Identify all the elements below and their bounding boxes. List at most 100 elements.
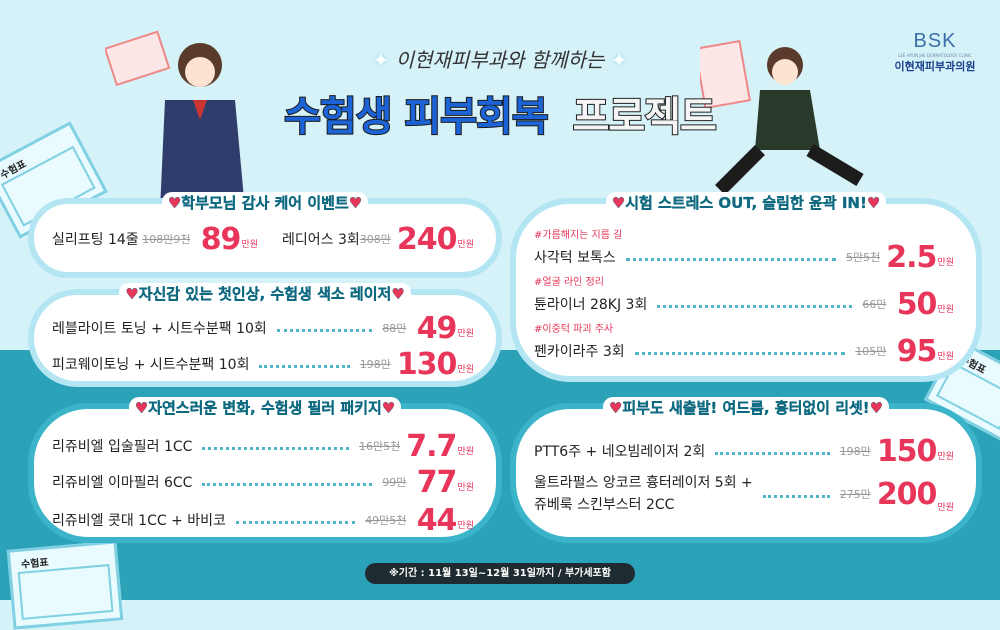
card-title-label: 피부도 새출발! 여드름, 흉터없이 리셋! bbox=[622, 399, 870, 417]
sale-price: 7.7 bbox=[406, 428, 457, 464]
card-acne-scar-reset: ♥피부도 새출발! 여드름, 흉터없이 리셋!♥ PTT6주 + 네오빔레이저 2… bbox=[510, 397, 982, 543]
item-name: 리쥬비엘 입술필러 1CC bbox=[52, 439, 193, 455]
original-price: 198만 bbox=[839, 445, 871, 458]
original-price: 49만5천 bbox=[365, 514, 407, 527]
price-unit: 만원 bbox=[457, 240, 475, 250]
item-name: 펜카이라주 3회 bbox=[534, 344, 625, 360]
heart-icon: ♥ bbox=[125, 285, 139, 303]
item-name: 레디어스 3회 bbox=[282, 232, 360, 248]
price-unit: 만원 bbox=[457, 483, 474, 493]
item-name: 피코웨이토닝 + 시트수분팩 10회 bbox=[52, 357, 250, 373]
price-row: 리쥬비엘 입술필러 1CC 16만5천 7.7 만원 bbox=[52, 428, 474, 464]
hashtag-label: #이중턱 파괴 주사 bbox=[534, 324, 614, 335]
price-row: 울트라펄스 앙코르 흉터레이저 5회 + 쥬베룩 스킨부스터 2CC 275만 200… bbox=[534, 469, 954, 519]
dotted-leader bbox=[634, 351, 846, 355]
card-title: ♥학부모님 감사 케어 이벤트♥ bbox=[34, 192, 496, 213]
item-name: 실리프팅 14줄 bbox=[52, 232, 139, 248]
item-name: 레블라이트 토닝 + 시트수분팩 10회 bbox=[52, 321, 267, 337]
item-name: 사각턱 보톡스 bbox=[534, 250, 616, 266]
original-price: 198만 bbox=[359, 358, 391, 371]
card-title: ♥자신감 있는 첫인상, 수험생 색소 레이저♥ bbox=[34, 283, 496, 304]
price-unit: 만원 bbox=[241, 240, 258, 250]
price-row: 실리프팅 14줄 108만9천 89 만원 bbox=[52, 222, 258, 257]
dotted-leader bbox=[276, 328, 373, 332]
heart-icon: ♥ bbox=[348, 194, 363, 212]
card-title-text: ♥자신감 있는 첫인상, 수험생 색소 레이저♥ bbox=[119, 283, 411, 304]
heart-icon: ♥ bbox=[611, 194, 626, 212]
price-unit: 만원 bbox=[457, 329, 474, 339]
page-title: 수험생 피부회복 프로젝트 bbox=[283, 93, 718, 141]
price-row: 리쥬비엘 콧대 1CC + 바비코 49만5천 44 만원 bbox=[52, 502, 474, 538]
header-subtitle: ✦ 이현재피부과와 함께하는 ✦ bbox=[372, 48, 628, 72]
sale-price: 49 bbox=[416, 310, 458, 346]
dotted-leader bbox=[235, 520, 356, 524]
card-title-text: ♥시험 스트레스 OUT, 슬림한 윤곽 IN!♥ bbox=[605, 192, 887, 213]
dotted-leader bbox=[202, 482, 373, 486]
card-title: ♥피부도 새출발! 여드름, 흉터없이 리셋!♥ bbox=[516, 397, 976, 418]
sale-price: 130 bbox=[396, 346, 458, 382]
heart-icon: ♥ bbox=[869, 399, 884, 417]
card-title-label: 시험 스트레스 OUT, 슬림한 윤곽 IN! bbox=[625, 194, 867, 212]
original-price: 275만 bbox=[839, 488, 871, 501]
price-row: 레디어스 3회 308만 240 만원 bbox=[282, 221, 475, 257]
price-unit: 만원 bbox=[937, 258, 954, 268]
price-unit: 만원 bbox=[457, 447, 474, 457]
card-title-label: 자신감 있는 첫인상, 수험생 색소 레이저 bbox=[138, 285, 392, 303]
price-unit: 만원 bbox=[937, 452, 954, 462]
price-row: 튠라이너 28KJ 3회 66만 50 만원 bbox=[534, 286, 954, 322]
item-name: PTT6주 + 네오빔레이저 2회 bbox=[534, 444, 706, 460]
original-price: 108만9천 bbox=[142, 233, 191, 246]
event-period-note: ※기간 : 11월 13일~12월 31일까지 / 부가세포함 bbox=[365, 563, 635, 584]
price-row: 레블라이트 토닝 + 시트수분팩 10회 88만 49 만원 bbox=[52, 310, 474, 346]
price-row: 리쥬비엘 이마필러 6CC 99만 77 만원 bbox=[52, 464, 474, 500]
price-row: 피코웨이토닝 + 시트수분팩 10회 198만 130 만원 bbox=[52, 346, 474, 382]
heart-icon: ♥ bbox=[381, 399, 396, 417]
price-unit: 만원 bbox=[457, 365, 474, 375]
price-row: PTT6주 + 네오빔레이저 2회 198만 150 만원 bbox=[534, 433, 954, 469]
item-name: 리쥬비엘 이마필러 6CC bbox=[52, 475, 193, 491]
price-unit: 만원 bbox=[457, 521, 474, 531]
heart-icon: ♥ bbox=[167, 194, 182, 212]
sale-price: 200 bbox=[876, 476, 938, 512]
original-price: 16만5천 bbox=[359, 440, 401, 453]
hashtag-label: #얼굴 라인 정리 bbox=[534, 277, 604, 288]
price-row: 사각턱 보톡스 5만5천 2.5 만원 bbox=[534, 240, 954, 275]
hashtag-label: #가름해지는 지름 길 bbox=[534, 230, 623, 241]
card-filler-package: ♥자연스러운 변화, 수험생 필러 패키지♥ 리쥬비엘 입술필러 1CC 16만5천… bbox=[28, 397, 502, 543]
original-price: 308만 bbox=[359, 233, 391, 246]
sale-price: 44 bbox=[416, 502, 458, 538]
heart-icon: ♥ bbox=[391, 285, 405, 303]
price-unit: 만원 bbox=[937, 503, 954, 513]
price-row: 펜카이라주 3회 105만 95 만원 bbox=[534, 333, 954, 369]
original-price: 99만 bbox=[382, 476, 407, 489]
item-name-line2: 쥬베룩 스킨부스터 2CC bbox=[534, 497, 675, 513]
card-pigment-laser: ♥자신감 있는 첫인상, 수험생 색소 레이저♥ 레블라이트 토닝 + 시트수분팩… bbox=[28, 283, 502, 387]
original-price: 88만 bbox=[382, 322, 407, 335]
sale-price: 240 bbox=[396, 221, 458, 257]
item-name-line1: 울트라펄스 앙코르 흉터레이저 5회 + bbox=[534, 475, 753, 491]
sale-price: 150 bbox=[876, 433, 938, 469]
card-title-label: 학부모님 감사 케어 이벤트 bbox=[181, 194, 349, 212]
card-title-label: 자연스러운 변화, 수험생 필러 패키지 bbox=[148, 399, 382, 417]
card-title: ♥시험 스트레스 OUT, 슬림한 윤곽 IN!♥ bbox=[516, 192, 976, 213]
item-name: 튠라이너 28KJ 3회 bbox=[534, 297, 648, 313]
dotted-leader bbox=[202, 446, 350, 450]
dotted-leader bbox=[259, 364, 350, 368]
price-unit: 만원 bbox=[937, 352, 954, 362]
dotted-leader bbox=[715, 451, 830, 455]
original-price: 105만 bbox=[855, 345, 887, 358]
sale-price: 50 bbox=[896, 286, 938, 322]
card-contour-slim: ♥시험 스트레스 OUT, 슬림한 윤곽 IN!♥ #가름해지는 지름 길 사각턱 … bbox=[510, 192, 982, 382]
item-name: 울트라펄스 앙코르 흉터레이저 5회 + 쥬베룩 스킨부스터 2CC bbox=[534, 472, 753, 516]
student-girl-illustration bbox=[105, 30, 245, 210]
sale-price: 95 bbox=[896, 333, 938, 369]
price-unit: 만원 bbox=[937, 305, 954, 315]
student-boy-illustration bbox=[700, 40, 864, 195]
clinic-logo: BSK LEE HYUN JAE DERMATOLOGY CLINIC 이현재피… bbox=[894, 30, 976, 73]
card-title-text: ♥학부모님 감사 케어 이벤트♥ bbox=[161, 192, 369, 213]
sale-price: 77 bbox=[416, 464, 458, 500]
card-title-text: ♥자연스러운 변화, 수험생 필러 패키지♥ bbox=[128, 397, 402, 418]
dotted-leader bbox=[625, 257, 837, 261]
heart-icon: ♥ bbox=[134, 399, 149, 417]
exam-ticket-decoration: 수험표 bbox=[6, 540, 124, 630]
